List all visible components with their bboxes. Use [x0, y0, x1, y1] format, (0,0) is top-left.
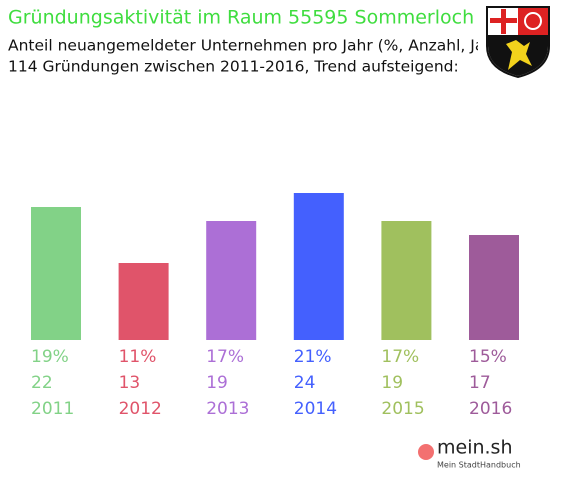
logo-tagline: Mein StadtHandbuch — [437, 461, 521, 470]
count-label: 13 — [119, 373, 141, 393]
value-label: 17% — [206, 347, 244, 367]
value-label: 11% — [119, 347, 157, 367]
bar — [293, 193, 344, 340]
x-tick-label: 2011 — [31, 399, 74, 419]
value-label: 17% — [381, 347, 419, 367]
subtitle: Anteil neuangemeldeter Unternehmen pro J… — [8, 37, 507, 55]
count-label: 22 — [31, 373, 53, 393]
count-label: 19 — [206, 373, 228, 393]
x-tick-label: 2012 — [119, 399, 162, 419]
bar — [206, 221, 257, 340]
bar — [31, 207, 81, 340]
bar — [118, 263, 169, 340]
logo: mein.sh Mein StadtHandbuch — [418, 437, 521, 470]
x-tick-label: 2016 — [469, 399, 512, 419]
chart-title: Gründungsaktivität im Raum 55595 Sommerl… — [8, 7, 474, 29]
value-label: 15% — [469, 347, 507, 367]
x-tick-label: 2014 — [294, 399, 337, 419]
subtitle: 114 Gründungen zwischen 2011-2016, Trend… — [8, 58, 459, 76]
count-label: 24 — [294, 373, 316, 393]
logo-name: mein.sh — [437, 437, 513, 459]
count-label: 17 — [469, 373, 491, 393]
x-tick-label: 2013 — [206, 399, 249, 419]
coat-of-arms — [478, 2, 558, 80]
x-tick-label: 2015 — [381, 399, 424, 419]
bar — [381, 221, 432, 340]
bar — [469, 235, 519, 340]
count-label: 19 — [381, 373, 403, 393]
value-label: 19% — [31, 347, 69, 367]
value-label: 21% — [294, 347, 332, 367]
